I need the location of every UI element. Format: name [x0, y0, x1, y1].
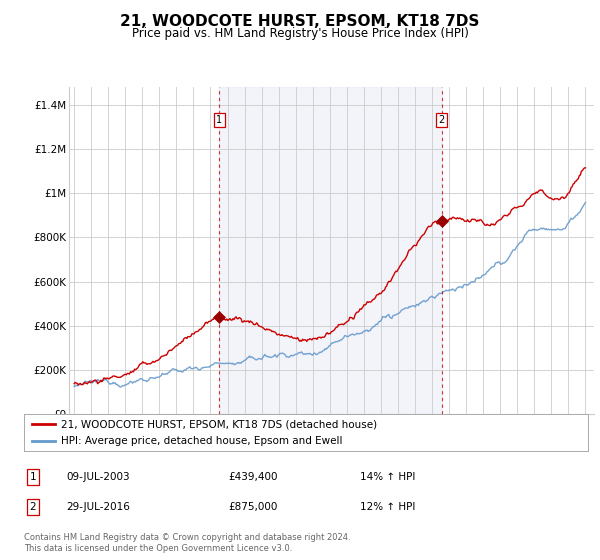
Text: 21, WOODCOTE HURST, EPSOM, KT18 7DS (detached house): 21, WOODCOTE HURST, EPSOM, KT18 7DS (det…	[61, 419, 377, 429]
Text: £439,400: £439,400	[228, 472, 277, 482]
Text: £875,000: £875,000	[228, 502, 277, 512]
Text: HPI: Average price, detached house, Epsom and Ewell: HPI: Average price, detached house, Epso…	[61, 436, 342, 446]
Text: 14% ↑ HPI: 14% ↑ HPI	[360, 472, 415, 482]
Text: 1: 1	[29, 472, 37, 482]
Text: 12% ↑ HPI: 12% ↑ HPI	[360, 502, 415, 512]
Text: 09-JUL-2003: 09-JUL-2003	[66, 472, 130, 482]
Text: 29-JUL-2016: 29-JUL-2016	[66, 502, 130, 512]
Text: 2: 2	[439, 115, 445, 125]
Text: Price paid vs. HM Land Registry's House Price Index (HPI): Price paid vs. HM Land Registry's House …	[131, 27, 469, 40]
Text: 21, WOODCOTE HURST, EPSOM, KT18 7DS: 21, WOODCOTE HURST, EPSOM, KT18 7DS	[121, 14, 479, 29]
Text: Contains HM Land Registry data © Crown copyright and database right 2024.
This d: Contains HM Land Registry data © Crown c…	[24, 533, 350, 553]
Text: 1: 1	[216, 115, 223, 125]
Text: 2: 2	[29, 502, 37, 512]
Bar	[220, 87, 442, 414]
